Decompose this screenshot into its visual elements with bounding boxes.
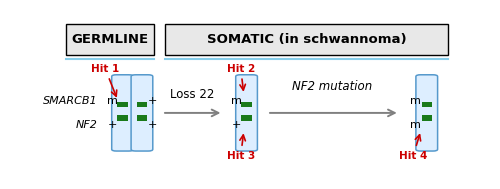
Bar: [136, 101, 147, 107]
FancyBboxPatch shape: [416, 75, 438, 151]
Text: m: m: [230, 96, 241, 106]
Text: SMARCB1: SMARCB1: [43, 96, 98, 106]
FancyBboxPatch shape: [165, 24, 448, 55]
Bar: [242, 115, 252, 121]
Text: Hit 3: Hit 3: [226, 135, 255, 161]
Text: SOMATIC (in schwannoma): SOMATIC (in schwannoma): [207, 33, 406, 46]
FancyBboxPatch shape: [131, 75, 153, 151]
Bar: [118, 115, 128, 121]
Text: Hit 4: Hit 4: [399, 135, 428, 161]
Bar: [136, 115, 147, 121]
Text: m: m: [410, 96, 422, 106]
FancyBboxPatch shape: [236, 75, 258, 151]
Text: m: m: [106, 96, 118, 106]
FancyBboxPatch shape: [112, 75, 134, 151]
Text: +: +: [232, 120, 241, 129]
Bar: [118, 101, 128, 107]
Text: m: m: [410, 120, 422, 129]
FancyBboxPatch shape: [66, 24, 154, 55]
Bar: [422, 101, 432, 107]
Text: Hit 1: Hit 1: [91, 64, 120, 96]
Text: Hit 2: Hit 2: [226, 64, 255, 90]
Text: Loss 22: Loss 22: [170, 88, 214, 101]
Text: +: +: [148, 96, 157, 106]
Bar: [242, 101, 252, 107]
Bar: [422, 115, 432, 121]
Text: +: +: [148, 120, 157, 129]
Text: +: +: [108, 120, 117, 129]
Text: NF2: NF2: [76, 120, 98, 129]
Text: NF2 mutation: NF2 mutation: [292, 80, 372, 93]
Text: GERMLINE: GERMLINE: [72, 33, 148, 46]
